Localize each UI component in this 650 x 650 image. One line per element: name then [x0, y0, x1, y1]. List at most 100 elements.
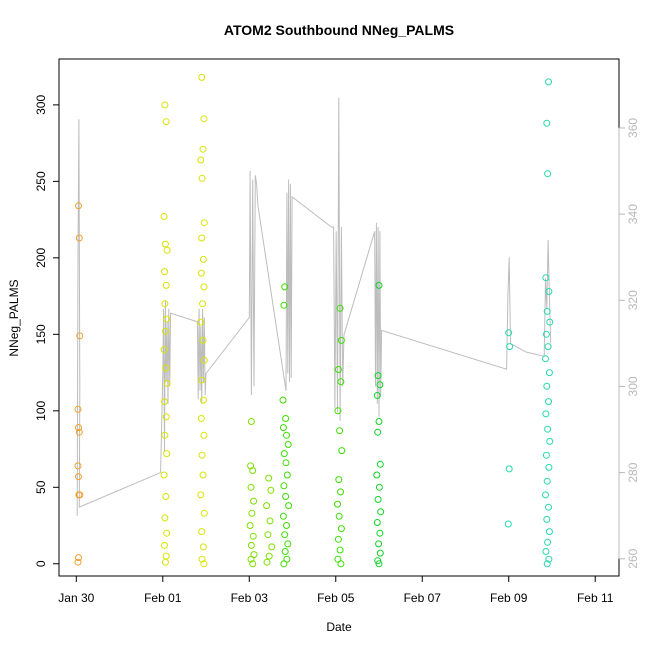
- data-point: [373, 392, 381, 399]
- data-point: [337, 378, 345, 386]
- data-point: [283, 471, 291, 479]
- data-point: [263, 502, 271, 510]
- data-point: [162, 493, 170, 500]
- data-point: [543, 307, 551, 315]
- y-right-tick-label: 320: [626, 290, 640, 310]
- data-point: [197, 491, 205, 499]
- data-point: [199, 471, 207, 479]
- data-point: [197, 318, 205, 326]
- data-point: [198, 174, 206, 182]
- data-point: [161, 431, 169, 439]
- data-point: [162, 364, 170, 372]
- data-point: [199, 255, 207, 263]
- data-point: [74, 558, 82, 566]
- data-point: [337, 560, 345, 568]
- data-point: [373, 471, 381, 479]
- data-point: [376, 549, 384, 557]
- y-tick-label: 50: [34, 480, 48, 494]
- data-point: [198, 73, 206, 81]
- data-point: [279, 396, 287, 404]
- x-tick-label: Feb 09: [490, 591, 528, 605]
- data-point: [161, 268, 168, 276]
- y-right-tick-label: 280: [626, 462, 640, 482]
- data-point: [281, 548, 289, 555]
- data-point: [337, 525, 345, 533]
- data-point: [163, 379, 171, 387]
- data-point: [336, 546, 344, 554]
- data-point: [376, 460, 384, 468]
- x-tick-label: Feb 03: [231, 591, 269, 605]
- data-point: [545, 398, 552, 406]
- data-point: [200, 356, 208, 364]
- y-right-tick-label: 260: [626, 548, 640, 568]
- data-point: [336, 304, 344, 312]
- data-point: [160, 471, 168, 479]
- data-point: [542, 491, 549, 499]
- data-point: [282, 493, 290, 500]
- x-tick-label: Feb 01: [144, 591, 182, 605]
- data-point: [75, 424, 82, 432]
- data-point: [268, 543, 276, 551]
- data-point: [198, 234, 206, 242]
- data-point: [545, 288, 553, 295]
- data-point: [281, 283, 289, 291]
- data-point: [197, 269, 205, 277]
- y-tick-label: 300: [34, 95, 48, 115]
- data-point: [161, 541, 168, 549]
- data-point: [505, 329, 513, 337]
- data-point: [283, 522, 290, 529]
- data-point: [76, 332, 84, 340]
- data-point: [334, 500, 341, 508]
- points-layer: [74, 73, 554, 568]
- y-tick-label: 200: [34, 248, 48, 268]
- data-point: [264, 531, 272, 539]
- data-point: [75, 234, 83, 242]
- data-point: [543, 477, 551, 485]
- data-point: [265, 552, 273, 560]
- data-point: [545, 528, 553, 536]
- x-tick-label: Feb 05: [317, 591, 355, 605]
- data-point: [75, 428, 83, 436]
- data-point: [374, 428, 382, 436]
- data-point: [161, 398, 168, 406]
- y-right-tick-label: 340: [626, 204, 640, 224]
- data-point: [546, 318, 554, 326]
- data-point: [247, 483, 255, 491]
- data-point: [336, 427, 344, 435]
- data-point: [544, 538, 552, 546]
- data-point: [75, 473, 82, 481]
- data-point: [545, 463, 553, 471]
- data-point: [542, 274, 550, 282]
- data-point: [543, 119, 551, 127]
- data-point: [374, 496, 382, 503]
- y-axis-left: 0 50 100 150 200 250 300: [34, 95, 60, 567]
- data-point: [163, 315, 171, 323]
- data-point: [376, 381, 384, 389]
- y-tick-label: 150: [34, 324, 48, 344]
- data-point: [198, 376, 206, 384]
- data-point: [543, 515, 551, 523]
- data-point: [282, 459, 290, 467]
- data-point: [284, 441, 292, 448]
- data-point: [337, 336, 345, 344]
- data-point: [545, 503, 552, 511]
- y-axis-right: 260 280 300 320 340 360: [618, 118, 640, 569]
- data-point: [162, 118, 170, 126]
- trace-layer: [76, 97, 552, 516]
- data-point: [506, 343, 514, 351]
- data-point: [249, 560, 257, 568]
- x-axis: Jan 30 Feb 01 Feb 03 Feb 05 Feb 07 Feb 09 Feb …: [58, 575, 614, 605]
- data-point: [542, 548, 550, 555]
- data-point: [200, 560, 208, 568]
- data-point: [504, 520, 512, 528]
- data-point: [505, 465, 513, 473]
- data-point: [263, 558, 271, 566]
- data-point: [250, 497, 258, 505]
- data-point: [161, 558, 169, 566]
- data-point: [279, 512, 287, 520]
- data-point: [161, 514, 169, 522]
- data-point: [198, 555, 206, 563]
- data-point: [199, 336, 207, 344]
- data-point: [247, 418, 255, 425]
